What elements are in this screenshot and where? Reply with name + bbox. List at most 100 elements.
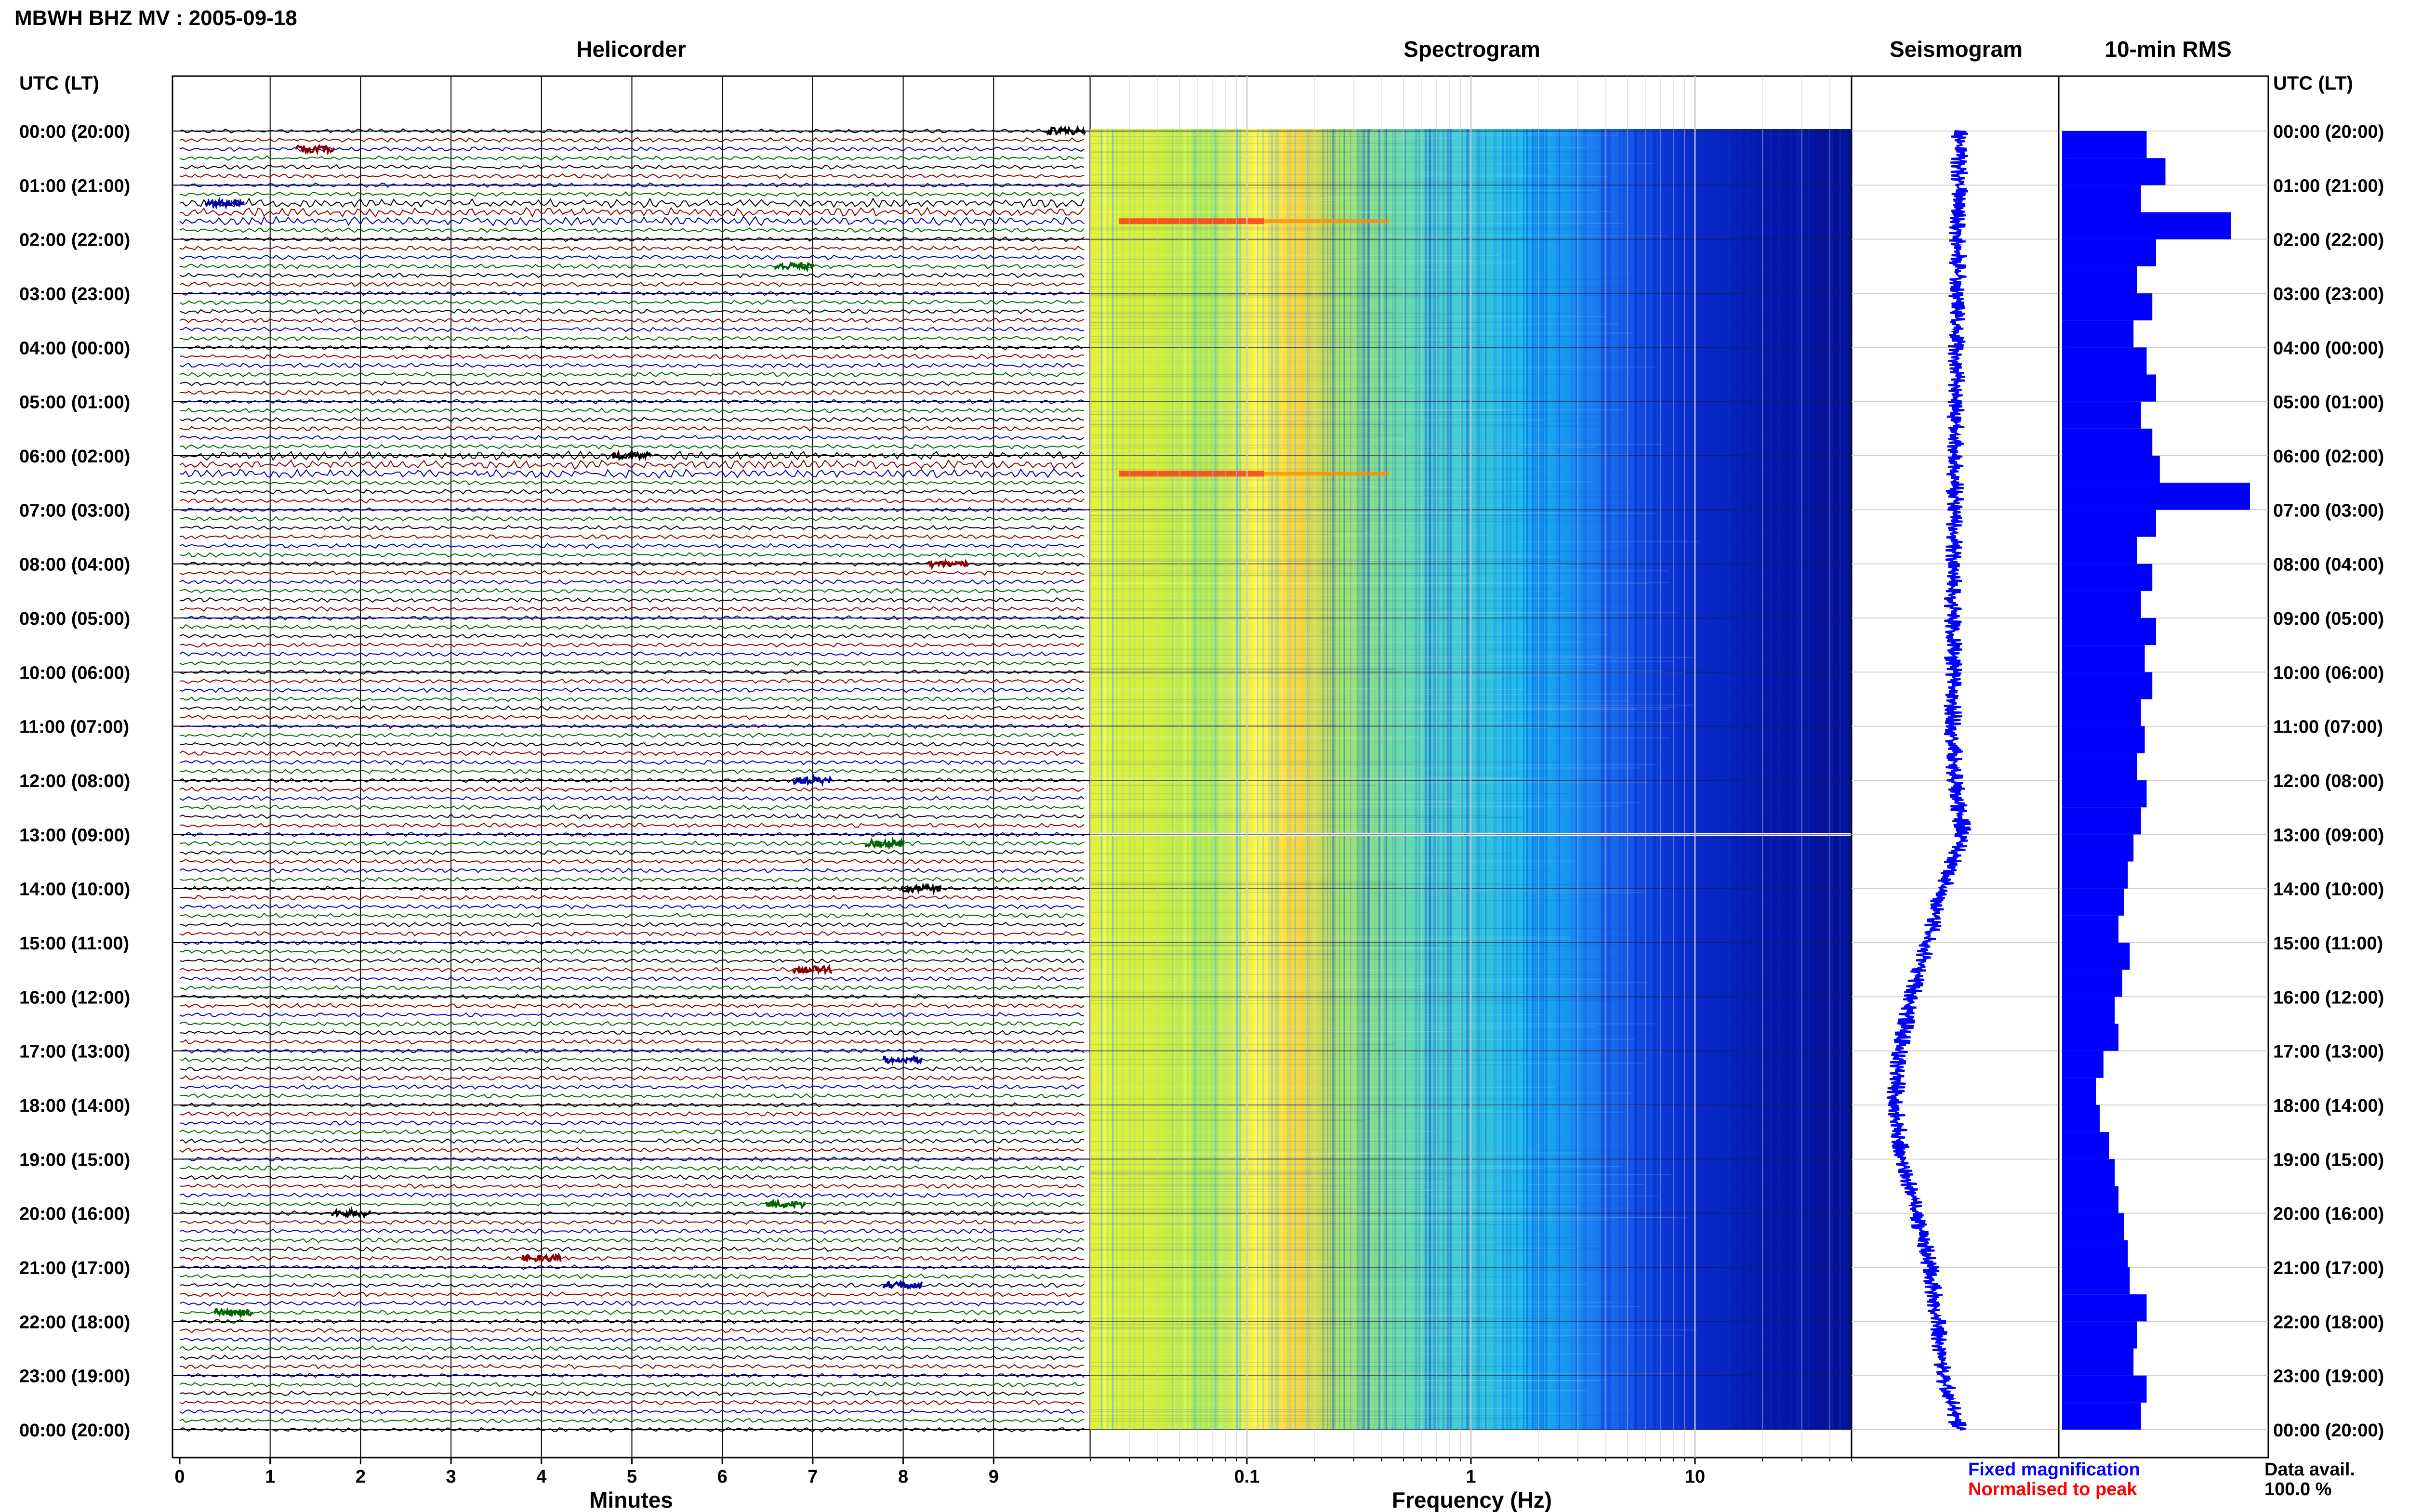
spectrogram-texture (1090, 1363, 1396, 1365)
time-label-left: 01:00 (21:00) (19, 176, 130, 196)
rms-bars (2062, 131, 2250, 1430)
helicorder-trace (179, 1066, 1085, 1072)
spectrogram-texture (1090, 700, 1629, 702)
spectrogram-texture (1090, 911, 1372, 913)
spectrogram-texture (1090, 279, 1642, 280)
rms-bar (2062, 1213, 2124, 1240)
helicorder-x-ticks: 0 1 2 3 4 5 6 7 8 9 (174, 1458, 999, 1487)
helicorder-trace (179, 362, 1085, 368)
spectrogram-texture (1090, 496, 1654, 498)
spectrogram-texture (1090, 945, 1438, 946)
spectrogram-texture (1374, 129, 1375, 1430)
spectrogram-texture (1090, 295, 1636, 296)
spectrogram-texture (1843, 129, 1844, 1430)
spectrogram-texture (1090, 1153, 1430, 1154)
spectrogram-texture (1090, 555, 1540, 556)
helicorder-trace (179, 994, 1085, 1000)
helicorder-trace (179, 1427, 1085, 1433)
time-label-right: 03:00 (23:00) (2273, 284, 2384, 304)
spectrogram-texture (1532, 129, 1534, 1430)
helicorder-trace (179, 1399, 1085, 1406)
frequency-tick-label: 10 (1685, 1467, 1705, 1487)
frequency-tick-label: 1 (1466, 1467, 1476, 1487)
helicorder-trace (179, 371, 1085, 378)
time-label-right: 17:00 (13:00) (2273, 1042, 2384, 1062)
helicorder-trace (179, 1345, 1085, 1352)
spectrogram-texture (1327, 129, 1328, 1430)
spectrogram-texture (1209, 129, 1210, 1430)
spectrogram-texture (1090, 1328, 1451, 1329)
helicorder-trace (179, 1174, 1085, 1180)
helicorder-trace (179, 912, 1085, 919)
spectrogram-texture (1747, 129, 1749, 1430)
helicorder-trace (179, 948, 1085, 955)
spectrogram-texture (1090, 998, 1662, 999)
spectrogram-texture (1090, 1418, 1532, 1420)
spectrogram-texture (1090, 609, 1443, 611)
spectrogram-texture (1090, 1031, 1444, 1033)
spectrogram-texture (1109, 129, 1111, 1430)
spectrogram-texture (1778, 129, 1780, 1430)
spectrogram-texture (1090, 1166, 1622, 1167)
helicorder-trace (179, 1264, 1085, 1270)
spectrogram-texture (1090, 806, 1545, 808)
helicorder-trace (179, 985, 1085, 991)
rms-bar (2062, 1078, 2096, 1105)
spectrogram-texture (1297, 129, 1298, 1430)
spectrogram-texture (1090, 286, 1396, 288)
spectrogram-texture (1845, 129, 1848, 1430)
spectrogram-texture (1090, 598, 1563, 599)
rms-bar (2062, 1321, 2137, 1349)
spectrogram-texture (1142, 129, 1144, 1430)
spectrogram-texture (1433, 129, 1434, 1430)
spectrogram-texture (1203, 129, 1204, 1430)
spectrogram-texture (1090, 1315, 1448, 1317)
spectrogram-texture (1090, 560, 1475, 561)
spectrogram-texture (1090, 1366, 1531, 1367)
rms-bar (2062, 158, 2166, 185)
spectrogram-texture (1090, 294, 1419, 296)
time-label-left: 00:00 (20:00) (19, 122, 130, 142)
helicorder-trace (179, 768, 1085, 775)
spectrogram-texture (1090, 531, 1365, 532)
spectrogram-texture (1090, 134, 1618, 136)
spectrogram-texture (1575, 129, 1577, 1430)
spectrogram-texture (1090, 384, 1486, 386)
spectrogram-texture (1495, 129, 1496, 1430)
time-label-right: 07:00 (03:00) (2273, 500, 2384, 521)
spectrogram-texture (1090, 1042, 1358, 1044)
spectrogram-texture (1090, 872, 1329, 873)
spectrogram-texture (1090, 182, 1542, 183)
spectrogram-texture (1090, 634, 1608, 635)
spectrogram-texture (1534, 129, 1535, 1430)
helicorder-trace (179, 1084, 1085, 1090)
spectrogram-texture (1090, 778, 1419, 780)
spectrogram-texture (1090, 192, 1595, 193)
helicorder-trace (179, 1246, 1085, 1252)
time-label-left: 09:00 (05:00) (19, 609, 130, 629)
time-label-left: 13:00 (09:00) (19, 825, 130, 845)
spectrogram-texture (1383, 129, 1385, 1430)
spectrogram-texture (1090, 881, 1395, 883)
spectrogram-texture (1415, 129, 1417, 1430)
time-label-right: 02:00 (22:00) (2273, 230, 2384, 250)
helicorder-trace (179, 597, 1085, 603)
spectrogram-texture (1090, 1373, 1674, 1374)
spectrogram-texture (1090, 802, 1641, 803)
spectrogram-texture (1686, 129, 1689, 1430)
spectrogram-texture (1090, 228, 1655, 230)
helicorder-trace (179, 417, 1085, 423)
helicorder-trace (179, 1111, 1085, 1117)
helicorder-trace (179, 931, 1085, 937)
helicorder-xlabel: Minutes (589, 1487, 673, 1512)
spectrogram-texture (1090, 1026, 1596, 1027)
spectrogram-texture (1090, 1183, 1528, 1185)
spectrogram-texture (1090, 163, 1653, 164)
spectrogram-texture (1090, 938, 1567, 940)
helicorder-trace (179, 750, 1085, 756)
spectrogram-texture (1090, 669, 1396, 670)
helicorder-event (865, 836, 905, 850)
helicorder-trace (179, 1201, 1085, 1207)
spectrogram-texture (1559, 129, 1561, 1430)
time-label-left: 06:00 (02:00) (19, 447, 130, 467)
